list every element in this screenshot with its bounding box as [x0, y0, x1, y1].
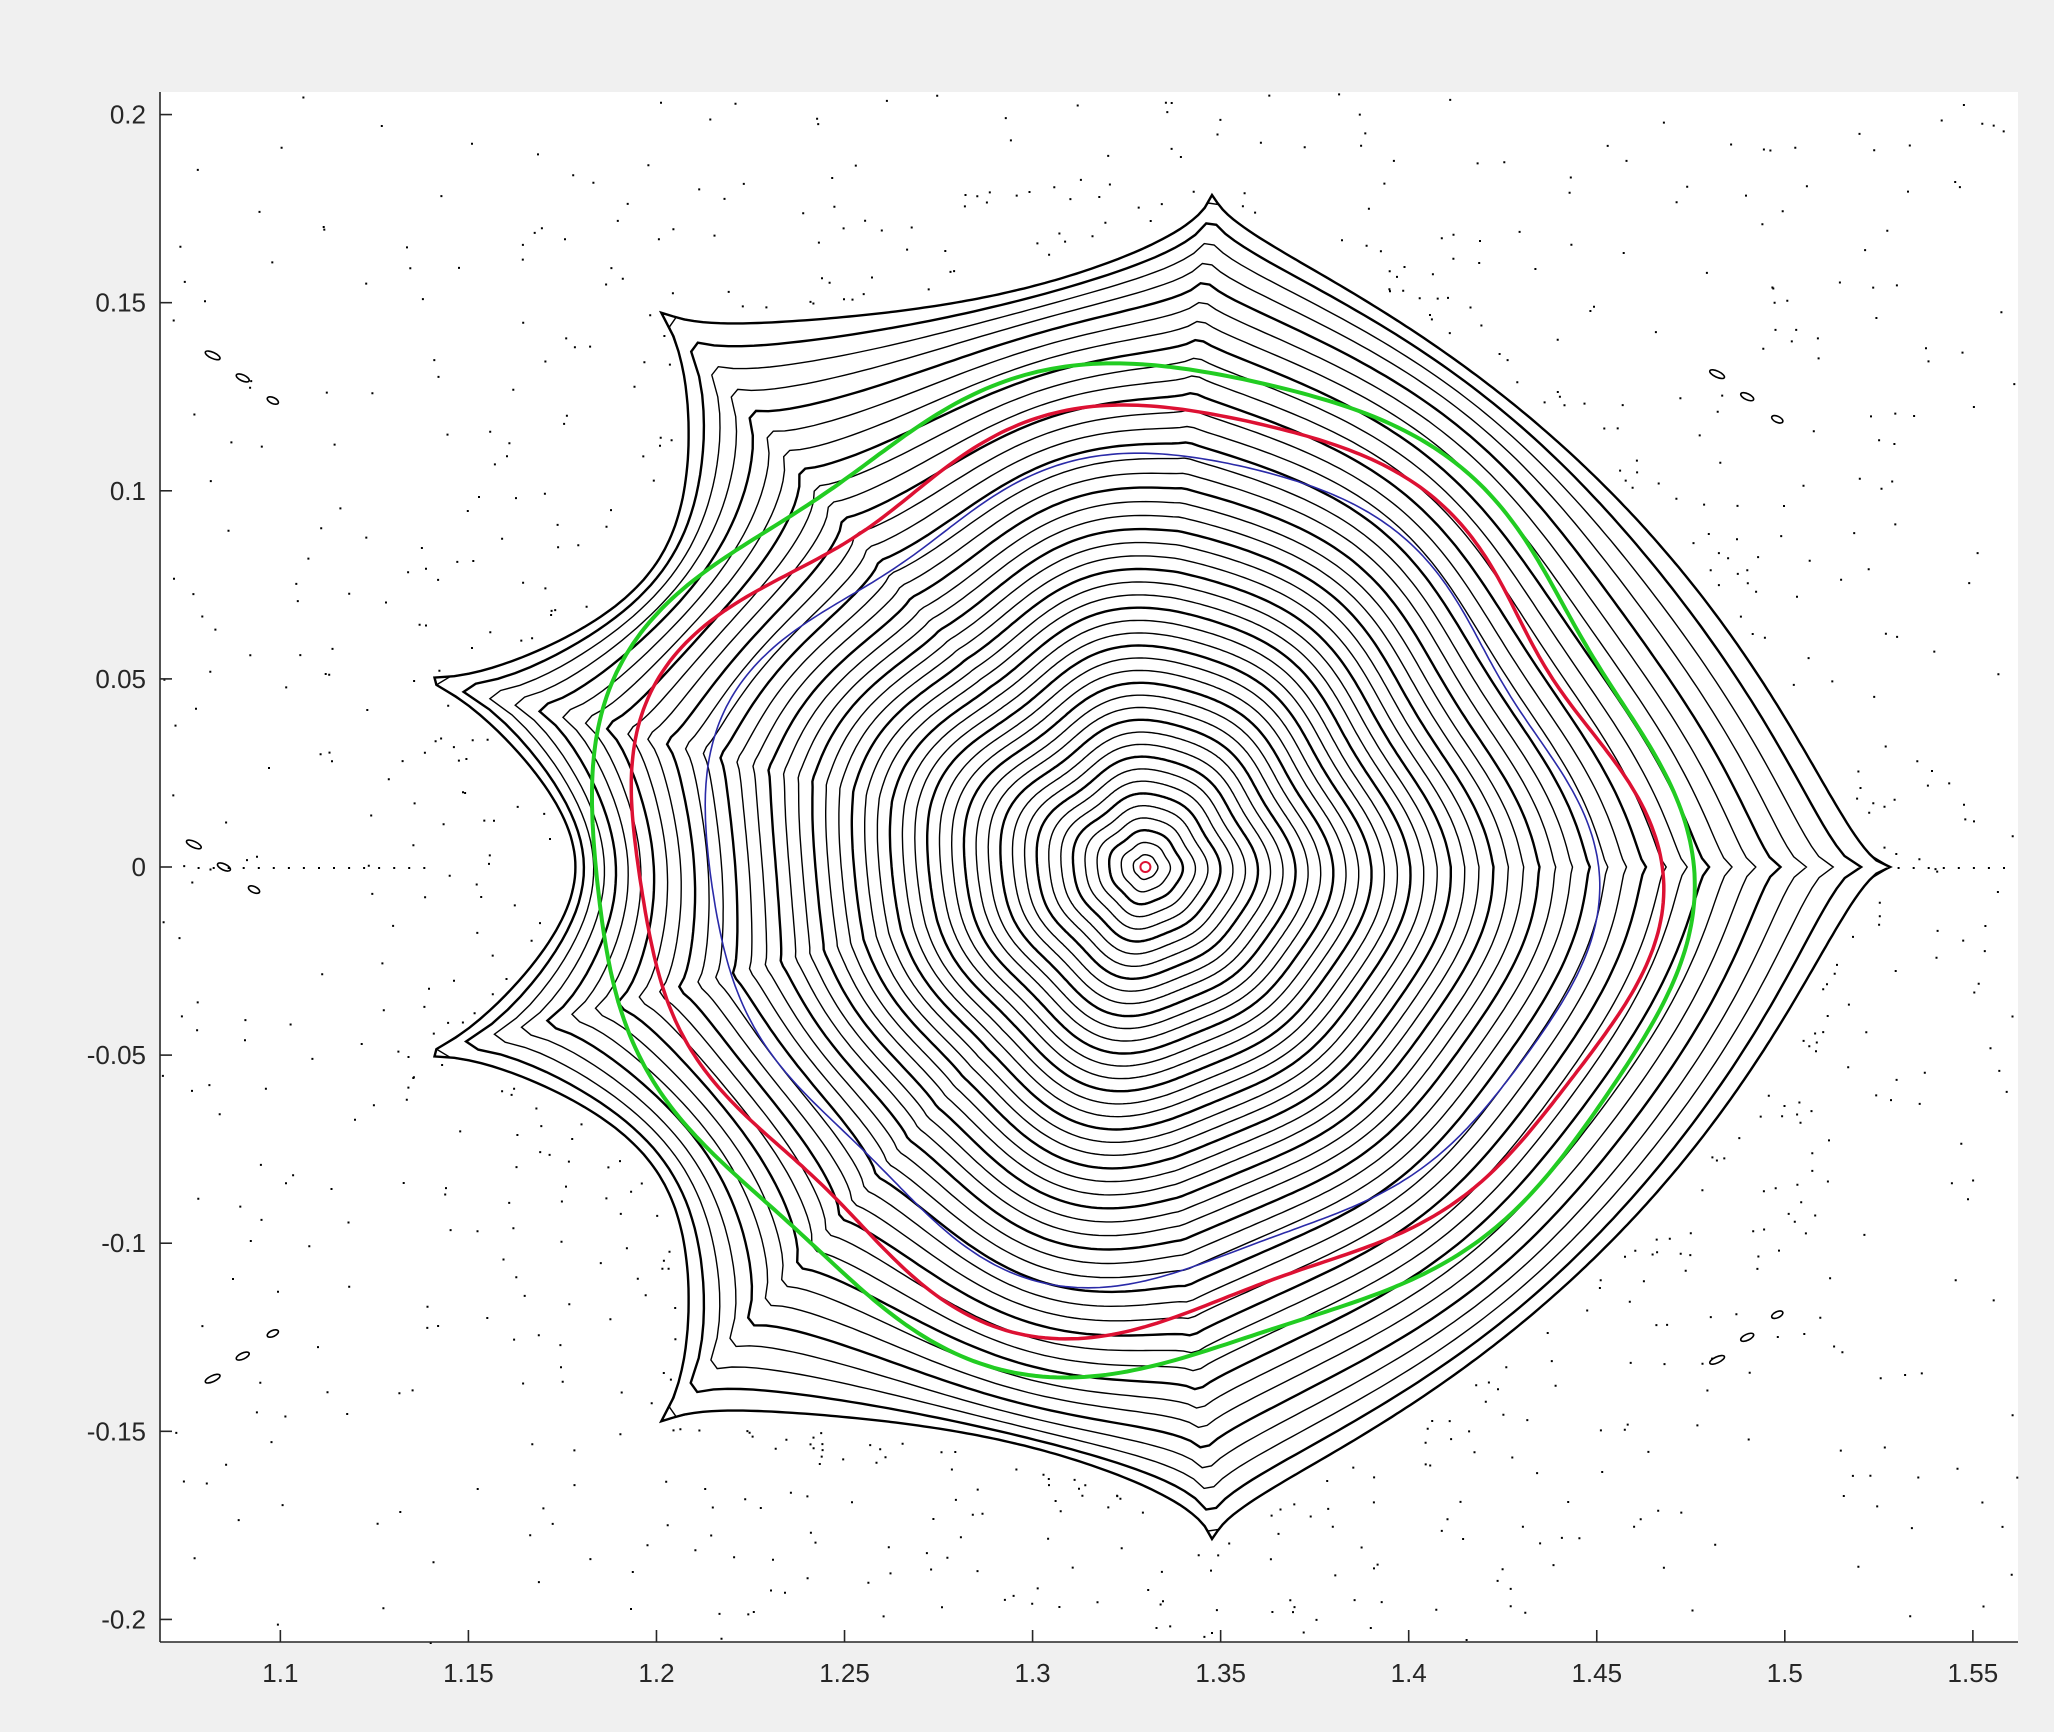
island — [235, 1351, 251, 1361]
flux-surface-24 — [850, 567, 1452, 1170]
flux-surface-36 — [665, 391, 1648, 1337]
flux-surface-6 — [1071, 792, 1222, 943]
island — [266, 395, 280, 406]
island-chain-2 — [204, 1328, 280, 1384]
flux-surface-31 — [752, 472, 1557, 1265]
y-tick-label: -0.2 — [101, 1604, 146, 1634]
flux-surface-10 — [1023, 743, 1272, 992]
flux-surface-22 — [876, 594, 1425, 1143]
flux-surface-14 — [975, 694, 1322, 1042]
flux-surface-2 — [1120, 841, 1172, 893]
highlighted-contours — [590, 361, 1697, 1380]
flux-surface-35 — [684, 409, 1628, 1322]
flux-surface-13 — [987, 706, 1309, 1030]
flux-surface-41 — [562, 301, 1757, 1429]
y-tick-label: 0 — [132, 852, 146, 882]
island-chain-4 — [1708, 1310, 1784, 1365]
flux-surface-21 — [888, 606, 1412, 1131]
flux-surface-19 — [914, 632, 1386, 1105]
flux-surface-28 — [797, 514, 1510, 1223]
island — [204, 1373, 221, 1384]
flux-surface-16 — [951, 669, 1347, 1067]
island — [1770, 1310, 1784, 1320]
x-tick-label: 1.45 — [1571, 1658, 1622, 1688]
island-chains — [185, 350, 1784, 1384]
flux-surface-9 — [1035, 755, 1260, 980]
flux-surface-32 — [736, 457, 1574, 1279]
blue-contour — [704, 452, 1601, 1289]
flux-surfaces — [432, 192, 1893, 1542]
island — [1770, 414, 1784, 424]
flux-surface-34 — [702, 425, 1609, 1308]
x-tick-label: 1.4 — [1391, 1658, 1427, 1688]
flux-surface-44 — [488, 242, 1835, 1490]
x-tick-label: 1.5 — [1767, 1658, 1803, 1688]
x-tick-label: 1.1 — [262, 1658, 298, 1688]
y-tick-label: -0.1 — [101, 1228, 146, 1258]
flux-surface-40 — [584, 320, 1733, 1409]
flux-surface-18 — [926, 644, 1373, 1093]
island — [204, 350, 221, 361]
y-tick-label: 0.2 — [110, 100, 146, 130]
flux-surface-25 — [838, 555, 1466, 1183]
x-tick-label: 1.35 — [1195, 1658, 1246, 1688]
flux-surface-17 — [938, 657, 1360, 1080]
y-tick-label: 0.05 — [95, 664, 146, 694]
flux-surface-42 — [537, 281, 1783, 1449]
flux-surface-7 — [1060, 780, 1234, 955]
island — [185, 839, 203, 850]
island-chain-5 — [185, 839, 261, 895]
x-tick-label: 1.15 — [443, 1658, 494, 1688]
flux-surface-5 — [1084, 805, 1209, 930]
green-contour — [590, 361, 1697, 1380]
x-tick-label: 1.55 — [1948, 1658, 1999, 1688]
flux-surface-15 — [962, 681, 1335, 1055]
x-tick-label: 1.2 — [638, 1658, 674, 1688]
island — [235, 373, 251, 383]
y-tick-label: -0.15 — [87, 1416, 146, 1446]
x-tick-label: 1.3 — [1015, 1658, 1051, 1688]
flux-surface-20 — [901, 619, 1399, 1118]
midplane-points — [197, 867, 2006, 869]
flux-surface-29 — [782, 500, 1525, 1237]
separatrix — [432, 192, 1893, 1542]
flux-surface-45 — [461, 222, 1864, 1511]
axes-background — [160, 92, 2018, 1642]
island-chain-3 — [1708, 369, 1784, 424]
y-tick-label: 0.15 — [95, 288, 146, 318]
y-tick-label: -0.05 — [87, 1040, 146, 1070]
red-contour — [629, 403, 1666, 1341]
x-tick-label: 1.25 — [819, 1658, 870, 1688]
island — [266, 1328, 280, 1339]
magnetic-axis — [1139, 861, 1152, 873]
flux-surface-26 — [825, 541, 1480, 1196]
magnetic-axis-marker — [1139, 861, 1152, 873]
island — [1708, 1354, 1726, 1365]
flux-surface-12 — [999, 718, 1297, 1018]
island — [247, 885, 261, 895]
flux-surface-1 — [1132, 854, 1159, 881]
island-chain-1 — [204, 350, 280, 406]
flux-surface-8 — [1048, 768, 1247, 967]
island — [216, 862, 232, 872]
flux-surface-38 — [627, 357, 1689, 1372]
flux-surface-4 — [1096, 817, 1197, 918]
axes: 1.1 1.15 1.2 1.25 1.3 1.35 1.4 1.45 1.5 1.55 0.2 0.… — [87, 92, 2018, 1688]
flux-surface-30 — [767, 486, 1541, 1251]
chaotic-field-points — [161, 93, 2019, 1644]
flux-surface-37 — [647, 375, 1668, 1354]
island — [1739, 391, 1755, 402]
island — [1708, 369, 1726, 380]
flux-surface-3 — [1108, 829, 1185, 906]
flux-surface-43 — [514, 262, 1808, 1469]
flux-surface-33 — [719, 441, 1592, 1294]
island — [1739, 1332, 1755, 1343]
y-tick-label: 0.1 — [110, 476, 146, 506]
flux-surface-11 — [1011, 731, 1284, 1005]
flux-surface-27 — [811, 527, 1495, 1210]
flux-surface-23 — [864, 581, 1438, 1157]
